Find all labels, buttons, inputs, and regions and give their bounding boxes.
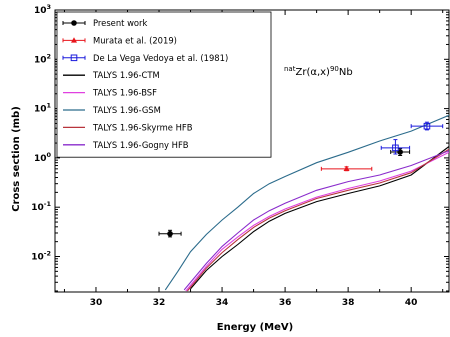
y-tick-base: 10 [31, 203, 44, 213]
data-point-0-0 [158, 229, 182, 238]
annotation-product: Nb [339, 67, 353, 78]
y-tick-label: 103 [34, 3, 51, 16]
data-point-2-0 [380, 139, 411, 155]
legend-box [56, 11, 272, 158]
reaction-annotation: natZr(α,x)90Nb [284, 65, 353, 78]
point-marker [392, 144, 399, 152]
legend-label: TALYS 1.96-CTM [92, 70, 160, 80]
y-tick-base: 10 [34, 105, 47, 115]
model-curve-3 [186, 148, 449, 292]
y-tick-base: 10 [31, 253, 44, 263]
data-point-0-1 [390, 148, 411, 156]
legend-entry-talys-1-96-gogny-hfb: TALYS 1.96-Gogny HFB [63, 140, 189, 150]
y-tick-exponent: -1 [44, 200, 52, 208]
y-tick-base: 10 [34, 55, 47, 65]
y-axis-title: Cross section (mb) [11, 106, 22, 212]
legend-marker [71, 37, 77, 43]
experimental-points [158, 121, 444, 238]
x-tick-label: 36 [279, 298, 292, 308]
legend-entry-de-la-vega-vedoya-et-al-1981-: De La Vega Vedoya et al. (1981) [62, 53, 228, 63]
legend-label: Murata et al. (2019) [93, 35, 177, 45]
y-tick-exponent: 1 [46, 102, 51, 110]
model-curve-1 [185, 151, 449, 292]
y-tick-label: 101 [34, 102, 52, 115]
legend-entry-murata-et-al-2019-: Murata et al. (2019) [62, 35, 177, 45]
data-point-2-1 [410, 121, 444, 131]
annotation-reaction: Zr(α,x) [295, 67, 330, 78]
legend-marker [70, 54, 78, 62]
legend-label: Present work [93, 18, 148, 28]
annotation-natural-prefix: nat [284, 65, 296, 73]
point-marker [397, 149, 403, 155]
legend-label: TALYS 1.96-GSM [92, 105, 161, 115]
legend-entry-talys-1-96-skyrme-hfb: TALYS 1.96-Skyrme HFB [63, 122, 193, 132]
y-tick-label: 100 [34, 151, 52, 164]
legend-entry-talys-1-96-gsm: TALYS 1.96-GSM [63, 105, 161, 115]
legend: Present work Murata et al. (2019) De La Ve… [56, 11, 272, 158]
x-tick-label: 40 [405, 298, 418, 308]
y-tick-base: 10 [34, 154, 47, 164]
model-curve-2 [164, 114, 449, 291]
legend-entry-talys-1-96-ctm: TALYS 1.96-CTM [63, 70, 160, 80]
model-curve-0 [190, 146, 449, 290]
y-tick-exponent: -2 [44, 250, 51, 258]
legend-label: TALYS 1.96-Skyrme HFB [92, 122, 193, 132]
model-curve-4 [183, 150, 449, 291]
x-tick-label: 32 [153, 298, 166, 308]
data-point-1-0 [320, 165, 373, 172]
y-tick-label: 102 [34, 52, 51, 65]
annotation-mass-number: 90 [330, 65, 339, 73]
legend-entry-present-work: Present work [62, 18, 148, 28]
point-marker [343, 165, 350, 172]
y-tick-exponent: 3 [46, 3, 51, 11]
x-tick-label: 34 [216, 298, 229, 308]
legend-entry-talys-1-96-bsf: TALYS 1.96-BSF [63, 88, 157, 98]
y-tick-base: 10 [34, 6, 47, 16]
point-marker [167, 230, 173, 237]
legend-label: TALYS 1.96-BSF [92, 88, 157, 98]
legend-label: TALYS 1.96-Gogny HFB [92, 140, 189, 150]
y-tick-label: 10-1 [31, 200, 51, 213]
point-marker [423, 122, 431, 130]
y-tick-exponent: 2 [46, 52, 51, 60]
legend-label: De La Vega Vedoya et al. (1981) [93, 53, 228, 63]
legend-marker [71, 20, 77, 26]
x-tick-label: 38 [342, 298, 355, 308]
y-tick-exponent: 0 [46, 151, 51, 159]
x-tick-label: 30 [90, 298, 103, 308]
y-tick-label: 10-2 [31, 250, 51, 263]
model-curves [164, 114, 449, 292]
x-axis-title: Energy (MeV) [217, 322, 293, 333]
